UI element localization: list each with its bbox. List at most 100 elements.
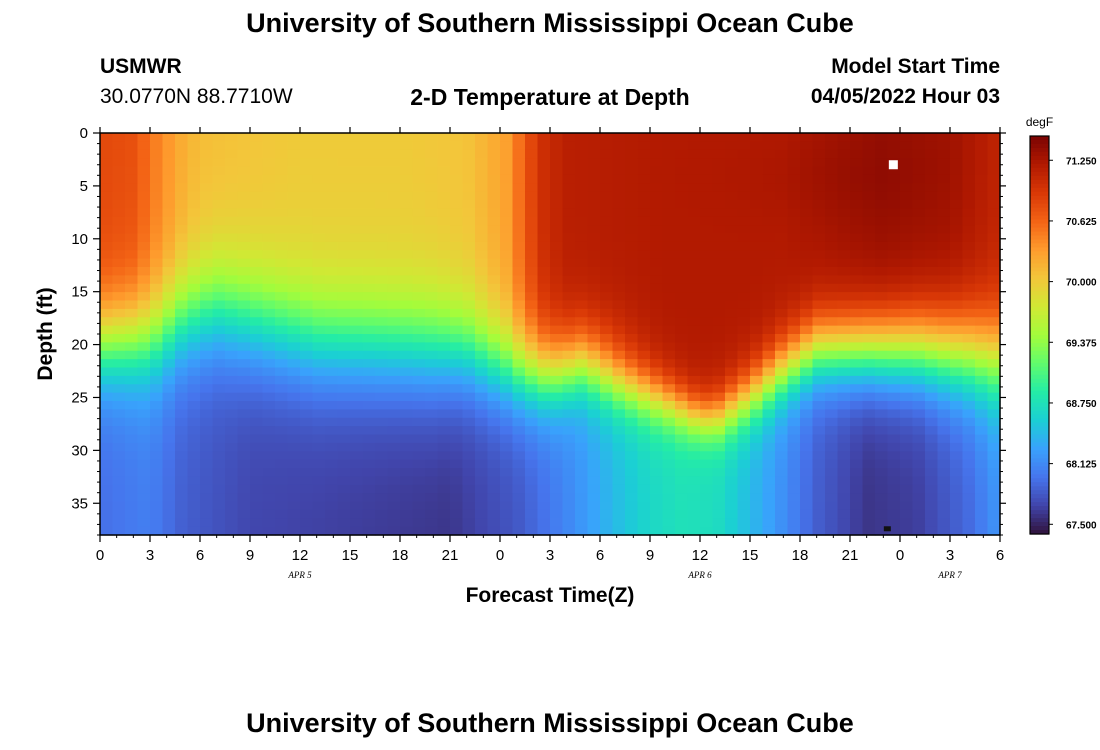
heatmap-cell [675,434,689,444]
heatmap-cell [100,250,114,260]
heatmap-cell [125,367,139,377]
heatmap-cell [200,375,214,385]
heatmap-cell [737,384,751,394]
heatmap-cell [650,216,664,226]
heatmap-cell [325,434,339,444]
heatmap-cell [662,459,676,469]
heatmap-cell [787,484,801,494]
heatmap-cell [387,300,401,310]
heatmap-cell [100,509,114,519]
heatmap-cell [600,308,614,318]
heatmap-cell [662,166,676,176]
heatmap-cell [112,334,126,343]
heatmap-cell [887,434,901,444]
heatmap-cell [837,384,851,394]
heatmap-cell [725,367,739,377]
heatmap-cell [425,208,439,218]
heatmap-cell [325,334,339,343]
heatmap-cell [162,501,176,511]
heatmap-cell [437,442,451,452]
heatmap-cell [150,342,164,352]
heatmap-cell [725,375,739,385]
heatmap-cell [612,233,626,243]
heatmap-cell [400,375,414,385]
heatmap-cell [900,292,914,302]
heatmap-cell [950,451,964,461]
colorbar-segment [1030,422,1049,428]
heatmap-cell [525,258,539,268]
heatmap-cell [500,216,514,226]
heatmap-cell [750,292,764,302]
heatmap-cell [600,292,614,302]
heatmap-cell [675,392,689,402]
heatmap-cell [550,468,564,477]
heatmap-cell [137,526,151,536]
heatmap-cell [287,233,301,243]
heatmap-cell [337,325,351,335]
heatmap-cell [275,476,289,486]
heatmap-cell [675,158,689,168]
heatmap-cell [412,509,426,519]
heatmap-cell [425,392,439,402]
heatmap-cell [512,367,526,377]
heatmap-cell [637,501,651,511]
heatmap-cell [787,442,801,452]
heatmap-cell [262,384,276,394]
colorbar-segment [1030,143,1049,149]
heatmap-cell [962,166,976,176]
heatmap-cell [800,468,814,477]
heatmap-cell [737,174,751,184]
heatmap-cell [450,526,464,536]
heatmap-cell [675,317,689,327]
heatmap-cell [800,149,814,159]
x-tick-label: 0 [496,547,504,564]
heatmap-cell [787,258,801,268]
heatmap-cell [875,434,889,444]
heatmap-cell [562,216,576,226]
heatmap-cell [400,208,414,218]
heatmap-cell [575,359,589,369]
heatmap-cell [512,375,526,385]
heatmap-cell [537,518,551,528]
heatmap-cell [762,484,776,494]
heatmap-cell [537,509,551,519]
heatmap-cell [737,493,751,503]
heatmap-cell [250,200,264,209]
heatmap-cell [137,459,151,469]
heatmap-cell [775,133,789,142]
heatmap-cell [662,342,676,352]
heatmap-cell [925,183,939,193]
heatmap-cell [487,275,501,285]
heatmap-cell [762,250,776,260]
heatmap-cell [437,384,451,394]
heatmap-cell [475,392,489,402]
heatmap-cell [825,149,839,159]
heatmap-cell [462,359,476,369]
heatmap-cell [837,334,851,343]
heatmap-cell [350,468,364,477]
heatmap-cell [487,308,501,318]
heatmap-cell [662,417,676,427]
heatmap-cell [337,401,351,410]
heatmap-cell [887,442,901,452]
heatmap-cell [825,166,839,176]
heatmap-cell [825,417,839,427]
heatmap-cell [200,300,214,310]
heatmap-cell [737,308,751,318]
heatmap-cell [962,325,976,335]
heatmap-cell [650,442,664,452]
colorbar-segment [1030,136,1049,141]
heatmap-cell [187,434,201,444]
heatmap-cell [975,200,989,209]
heatmap-cell [425,158,439,168]
heatmap-cell [550,375,564,385]
heatmap-cell [100,367,114,377]
heatmap-cell [712,183,726,193]
heatmap-cell [175,233,189,243]
heatmap-cell [200,325,214,335]
heatmap-cell [425,493,439,503]
heatmap-cell [275,250,289,260]
heatmap-cell [850,233,864,243]
heatmap-cell [562,149,576,159]
heatmap-cell [312,401,326,410]
